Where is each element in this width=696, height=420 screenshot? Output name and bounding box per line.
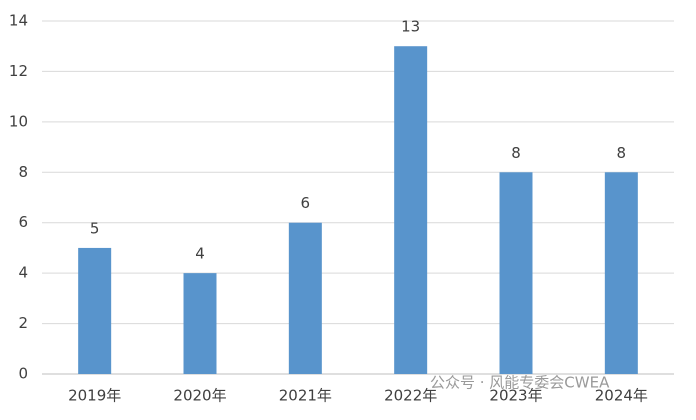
x-tick-label: 2022年	[384, 387, 437, 405]
data-label: 4	[195, 245, 205, 263]
data-label: 5	[90, 219, 100, 237]
bar	[288, 222, 322, 374]
y-tick-label: 2	[18, 314, 28, 332]
y-tick-label: 14	[9, 12, 28, 30]
y-tick-label: 0	[18, 365, 28, 383]
bar	[78, 247, 112, 374]
y-tick-label: 6	[18, 213, 28, 231]
data-label: 8	[617, 144, 627, 162]
x-tick-label: 2020年	[173, 387, 226, 405]
x-tick-label: 2024年	[595, 387, 648, 405]
bar	[183, 273, 217, 374]
bar	[499, 172, 533, 374]
watermark: 公众号 · 风能专委会CWEA	[430, 374, 610, 392]
bar	[394, 46, 428, 374]
x-tick-label: 2021年	[279, 387, 332, 405]
y-tick-label: 4	[18, 264, 28, 282]
data-label: 13	[401, 18, 420, 36]
y-tick-label: 12	[9, 62, 28, 80]
y-tick-label: 10	[9, 112, 28, 130]
bar	[604, 172, 638, 374]
x-tick-label: 2023年	[489, 387, 542, 405]
x-tick-label: 2019年	[68, 387, 121, 405]
y-tick-label: 8	[18, 163, 28, 181]
data-label: 8	[511, 144, 521, 162]
data-label: 6	[301, 194, 311, 212]
